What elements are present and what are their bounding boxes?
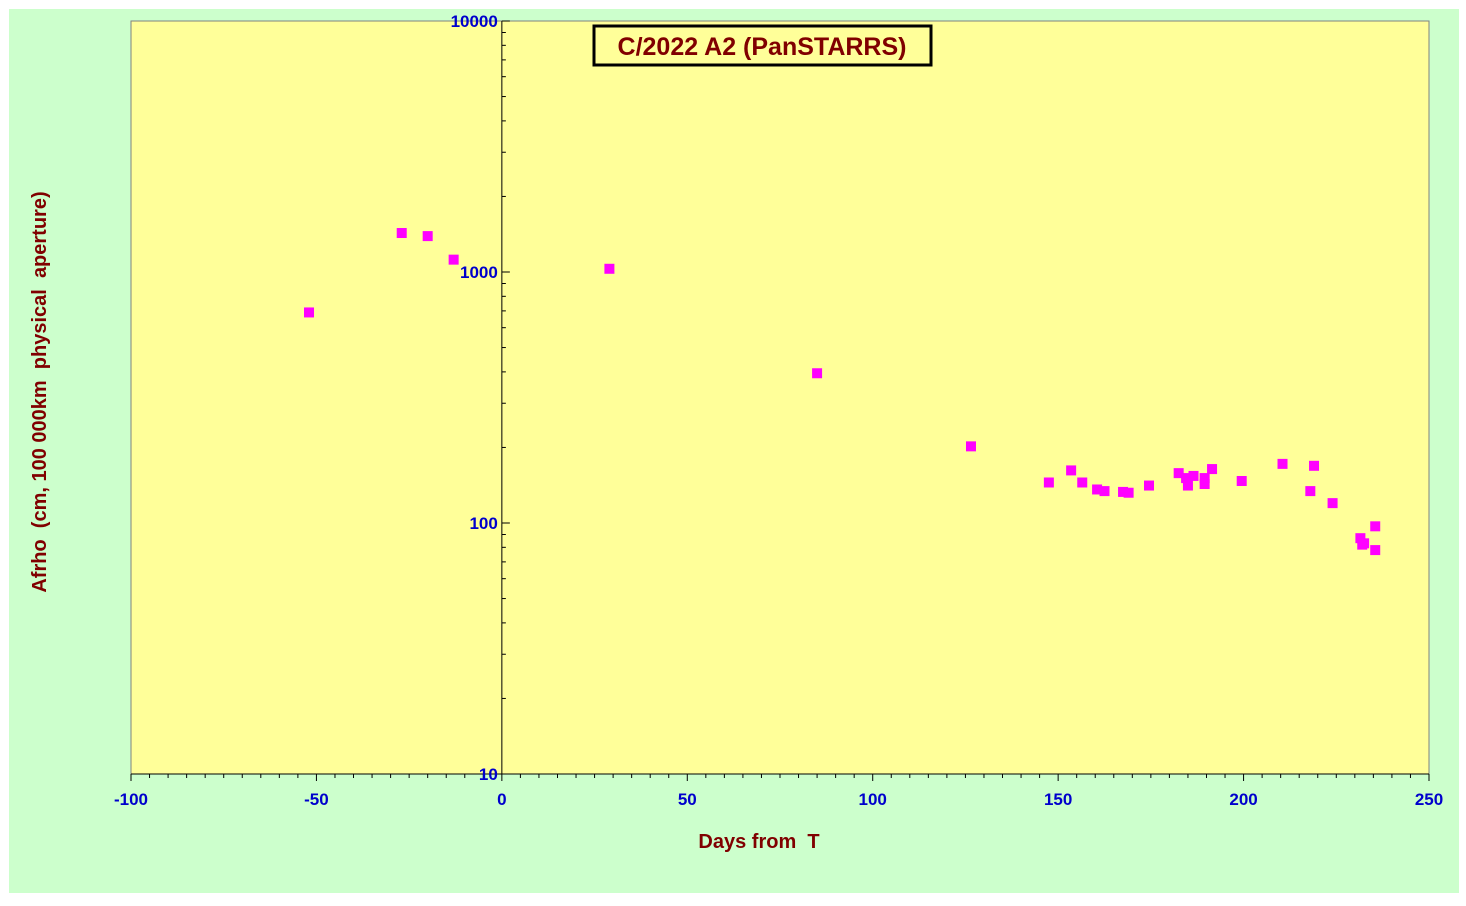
data-point — [422, 231, 433, 242]
plot-area — [130, 20, 1430, 775]
data-point — [448, 254, 459, 265]
title-box-frame — [592, 24, 933, 67]
data-point — [1144, 480, 1155, 491]
x-tick-label: 250 — [1415, 790, 1443, 809]
y-tick-label: 10000 — [451, 12, 498, 31]
chart-title: C/2022 A2 (PanSTARRS) — [618, 33, 907, 61]
y-tick-label: 100 — [469, 514, 497, 533]
data-point — [1092, 484, 1103, 495]
data-point — [1099, 486, 1110, 497]
x-tick-labels: -100 -50 0 50 100 150 200 250 — [114, 790, 1443, 809]
data-point — [1370, 545, 1381, 556]
y-tick-label: 1000 — [460, 263, 498, 282]
x-tick-label: -100 — [114, 790, 148, 809]
data-point — [1236, 476, 1247, 487]
y-tick-labels: 10 100 1000 10000 — [451, 12, 498, 784]
data-point — [1277, 458, 1288, 469]
data-point — [1207, 464, 1218, 475]
data-point — [1118, 486, 1129, 497]
data-point — [1043, 477, 1054, 488]
data-point — [1355, 533, 1366, 544]
x-tick-label: 100 — [859, 790, 887, 809]
x-axis-title: Days from T — [698, 831, 819, 853]
data-point — [1077, 477, 1088, 488]
data-point — [1181, 473, 1192, 484]
data-point — [1370, 521, 1381, 532]
data-point — [1327, 498, 1338, 509]
data-point — [1199, 479, 1210, 490]
title-box: C/2022 A2 (PanSTARRS) — [592, 24, 933, 67]
x-tick-label: 150 — [1044, 790, 1072, 809]
data-point — [1357, 539, 1368, 550]
data-point — [1182, 480, 1193, 491]
data-point — [965, 441, 976, 452]
x-tick-label: 200 — [1229, 790, 1257, 809]
data-point — [1309, 460, 1320, 471]
data-point — [1305, 486, 1316, 497]
y-tick-marks — [501, 20, 510, 775]
x-tick-label: -50 — [304, 790, 329, 809]
y-tick-label: 10 — [479, 765, 498, 784]
data-point — [1199, 473, 1210, 484]
data-points — [304, 228, 1381, 556]
data-point — [812, 368, 823, 379]
data-point — [604, 263, 615, 274]
x-tick-label: 0 — [497, 790, 506, 809]
data-point — [304, 307, 315, 318]
data-point — [1173, 468, 1184, 479]
data-point — [396, 228, 407, 239]
data-point — [1123, 487, 1134, 498]
y-axis-title: Afrho (cm, 100 000km physical aperture) — [29, 191, 51, 592]
data-point — [1066, 465, 1077, 476]
x-tick-label: 50 — [678, 790, 697, 809]
data-point — [1188, 470, 1199, 481]
x-tick-marks — [130, 774, 1430, 781]
